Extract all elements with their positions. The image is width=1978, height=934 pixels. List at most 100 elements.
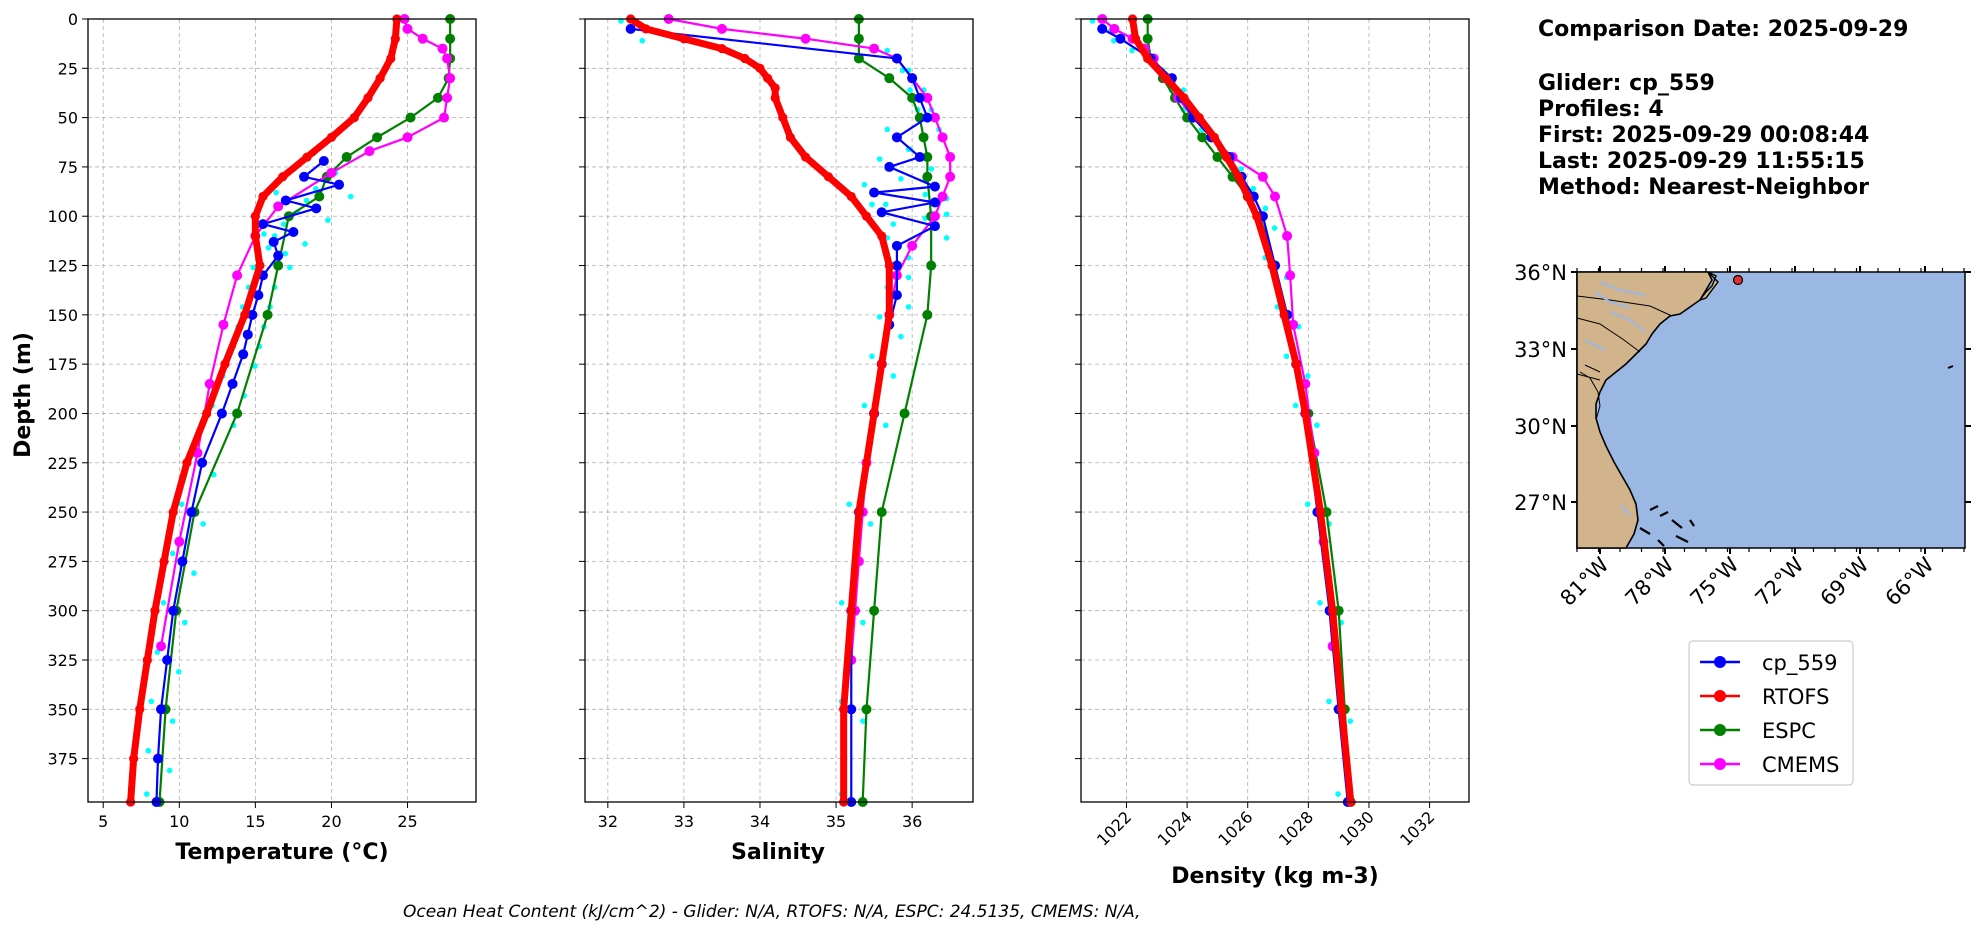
data-point [1143, 53, 1153, 64]
data-point [182, 458, 192, 468]
data-point [417, 33, 428, 44]
data-point [762, 73, 773, 83]
data-point [177, 556, 188, 567]
raw-point [882, 422, 889, 429]
raw-glider-points [1089, 18, 1354, 797]
data-point [884, 161, 895, 172]
island [1657, 539, 1665, 547]
data-point [929, 197, 940, 208]
legend-marker [1714, 724, 1726, 736]
data-point [914, 152, 925, 163]
data-point [445, 33, 456, 44]
data-point [302, 152, 312, 162]
data-point [716, 23, 727, 34]
data-point [437, 43, 448, 54]
density-axis-label: Density (kg m-3) [1171, 864, 1379, 889]
data-point [1109, 23, 1120, 34]
data-point [1291, 359, 1301, 369]
temperature-panel: 5 10 15 20 25 0255075100125150175200225250275… [47, 10, 477, 831]
data-point [1179, 93, 1189, 103]
x-tick-label: 1032 [1396, 807, 1438, 849]
raw-point [905, 274, 912, 281]
data-point [439, 112, 450, 123]
y-tick-labels: 0 25 50 75 100 125 150 175 200 225 250 275 300 325 350… [47, 10, 88, 769]
data-point [823, 172, 834, 182]
series-line [1146, 19, 1352, 803]
data-point [922, 309, 933, 320]
data-point [402, 23, 413, 34]
data-point [869, 187, 880, 198]
data-point [1130, 34, 1141, 44]
data-point [1327, 606, 1338, 616]
data-point [273, 201, 284, 212]
bahamas-islands [1639, 505, 1695, 547]
island [1659, 511, 1669, 517]
raw-point [928, 166, 935, 172]
data-point [853, 33, 864, 44]
data-point [186, 507, 197, 518]
raw-point [154, 649, 161, 655]
data-point [1212, 152, 1223, 163]
raw-point [282, 250, 289, 257]
raw-point [347, 193, 354, 200]
data-point [937, 191, 948, 202]
lat-label: 36°N [1514, 261, 1567, 285]
raw-point [250, 264, 257, 271]
data-point [262, 309, 273, 320]
data-point [922, 152, 933, 163]
data-point [1194, 113, 1204, 123]
raw-point [890, 373, 897, 379]
data-point [770, 83, 780, 93]
method-text: Method: Nearest-Neighbor [1538, 175, 1869, 200]
x-tick-label: 1026 [1214, 807, 1256, 849]
legend-frame [1688, 640, 1854, 786]
x-tick-labels: 5 10 15 20 25 [98, 802, 418, 831]
series-rtofs [626, 14, 894, 807]
data-point [869, 408, 879, 419]
data-point [945, 152, 956, 163]
y-tick-label: 350 [47, 700, 78, 719]
comparison-date-text: Comparison Date: 2025-09-29 [1538, 17, 1908, 42]
raw-point [191, 570, 197, 577]
x-tick-label: 33 [674, 812, 694, 831]
island [1639, 527, 1651, 535]
data-point [334, 179, 345, 190]
series-cmems [156, 14, 456, 652]
island [1671, 519, 1683, 529]
data-point [907, 92, 918, 103]
raw-point [252, 363, 258, 369]
glider-name-text: Glider: cp_559 [1538, 71, 1715, 96]
raw-point [1238, 166, 1244, 172]
raw-point [273, 189, 279, 196]
profiles-count-text: Profiles: 4 [1538, 97, 1664, 122]
data-point [1282, 230, 1293, 241]
raw-point [907, 87, 913, 93]
data-point [1209, 132, 1219, 142]
y-tick-label: 375 [47, 750, 78, 769]
raw-point [922, 191, 929, 198]
data-point [717, 43, 727, 54]
lon-label: 81°W [1556, 552, 1614, 610]
x-tick-label: 32 [598, 812, 618, 831]
legend-label: RTOFS [1762, 685, 1829, 709]
raw-point [943, 235, 950, 241]
data-point [891, 260, 902, 271]
x-tick-label: 1022 [1093, 807, 1135, 849]
data-point [899, 408, 910, 419]
data-point [247, 309, 258, 320]
data-point [929, 112, 940, 123]
raw-point [1129, 47, 1135, 54]
data-point [907, 73, 918, 84]
map-land-nc [1698, 271, 1719, 302]
raw-point [1335, 791, 1341, 797]
data-point [853, 53, 864, 64]
data-point [891, 53, 902, 64]
raw-point [1305, 373, 1311, 379]
raw-point [898, 333, 904, 340]
data-point [238, 349, 249, 360]
series-line [1129, 18, 1355, 803]
data-point [922, 171, 933, 182]
data-point [299, 171, 310, 182]
data-point [945, 171, 956, 182]
y-tick-label: 300 [47, 602, 78, 621]
